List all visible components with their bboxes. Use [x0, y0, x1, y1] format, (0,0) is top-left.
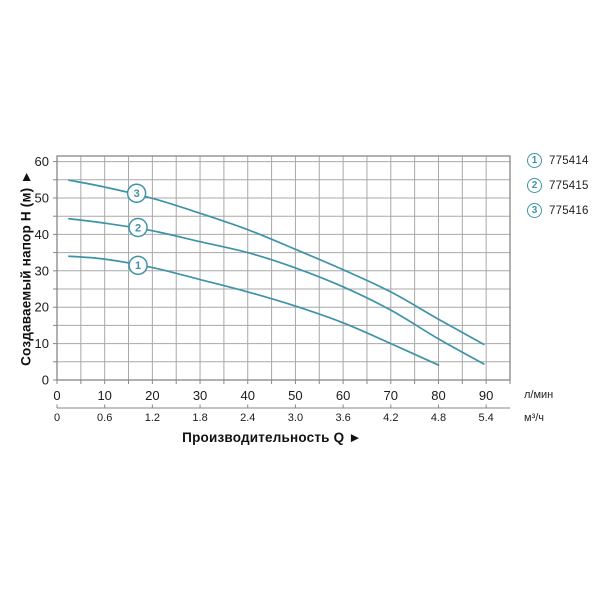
- y-tick-label: 30: [35, 263, 49, 278]
- legend-item-775416: 3 775416: [527, 203, 589, 218]
- secondary-x-tick-label: 0.6: [97, 412, 112, 424]
- secondary-x-tick-label: 3.6: [335, 412, 350, 424]
- secondary-x-tick-label: 1.8: [192, 412, 207, 424]
- x-tick-label: 50: [288, 388, 302, 403]
- legend-marker-1-icon: 1: [527, 153, 542, 168]
- legend-label: 775416: [549, 204, 589, 217]
- legend: 1 775414 2 775415 3 775416: [527, 153, 589, 218]
- legend-marker-3-icon: 3: [527, 203, 542, 218]
- y-tick-label: 50: [35, 191, 49, 206]
- y-axis-title: Создаваемый напор H (м) ►: [18, 170, 34, 366]
- y-tick-label: 20: [35, 300, 49, 315]
- x-tick-label: 20: [145, 388, 159, 403]
- curve-marker-number-3: 3: [134, 188, 140, 200]
- x-tick-label: 70: [384, 388, 398, 403]
- x-tick-label: 60: [336, 388, 350, 403]
- curve-marker-circle-2: [128, 217, 148, 238]
- x-tick-label: 30: [193, 388, 207, 403]
- curve-775414: [68, 255, 440, 366]
- secondary-x-tick-label: 0: [54, 412, 60, 424]
- curve-marker-number-1: 1: [135, 260, 141, 272]
- legend-label: 775414: [549, 154, 589, 167]
- secondary-x-tick-label: 3.0: [288, 412, 303, 424]
- x-tick-label: 10: [97, 388, 111, 403]
- x-axis-primary-unit-label: л/мин: [524, 389, 554, 401]
- x-tick-label: 0: [53, 388, 60, 403]
- secondary-x-tick-label: 5.4: [479, 412, 494, 424]
- x-axis-secondary-unit-label: м³/ч: [524, 412, 545, 424]
- legend-item-775414: 1 775414: [527, 153, 589, 168]
- x-tick-label: 80: [431, 388, 445, 403]
- legend-marker-2-icon: 2: [527, 178, 542, 193]
- curve-marker-circle-1: [128, 255, 148, 276]
- curve-775415: [68, 217, 485, 365]
- x-axis-title: Производительность Q ►: [182, 430, 362, 445]
- curve-marker-circle-3: [126, 183, 147, 204]
- y-tick-label: 0: [42, 373, 49, 388]
- y-tick-label: 60: [35, 154, 49, 169]
- plot-frame: [56, 155, 511, 381]
- curve-marker-number-2: 2: [135, 222, 141, 234]
- secondary-x-tick-label: 4.8: [431, 412, 446, 424]
- y-tick-label: 10: [35, 336, 49, 351]
- secondary-x-tick-label: 1.2: [145, 412, 160, 424]
- x-tick-label: 40: [241, 388, 255, 403]
- legend-label: 775415: [549, 179, 589, 192]
- y-tick-label: 40: [35, 227, 49, 242]
- legend-item-775415: 2 775415: [527, 178, 589, 193]
- secondary-x-tick-label: 4.2: [383, 412, 398, 424]
- secondary-x-tick-label: 2.4: [240, 412, 255, 424]
- x-tick-label: 90: [479, 388, 493, 403]
